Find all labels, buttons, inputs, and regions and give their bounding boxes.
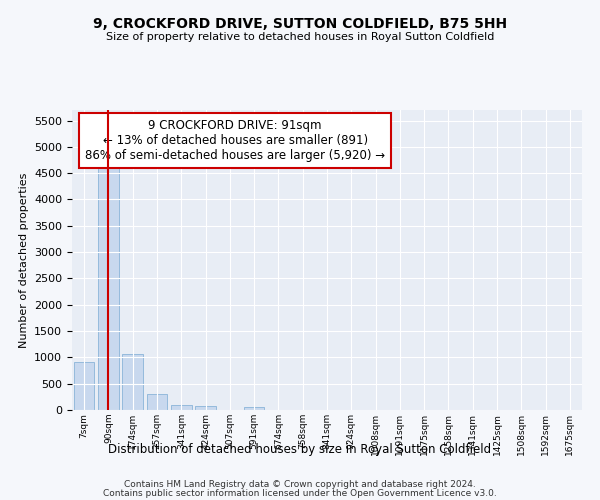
Bar [74,362,94,410]
Bar [146,394,167,410]
Bar [195,406,216,410]
Text: 9 CROCKFORD DRIVE: 91sqm
← 13% of detached houses are smaller (891)
86% of semi-: 9 CROCKFORD DRIVE: 91sqm ← 13% of detach… [85,119,385,162]
Bar [171,405,191,410]
Text: Size of property relative to detached houses in Royal Sutton Coldfield: Size of property relative to detached ho… [106,32,494,42]
Bar [122,354,143,410]
Text: Contains HM Land Registry data © Crown copyright and database right 2024.: Contains HM Land Registry data © Crown c… [124,480,476,489]
Text: 9, CROCKFORD DRIVE, SUTTON COLDFIELD, B75 5HH: 9, CROCKFORD DRIVE, SUTTON COLDFIELD, B7… [93,18,507,32]
Bar [244,406,265,410]
Text: Contains public sector information licensed under the Open Government Licence v3: Contains public sector information licen… [103,489,497,498]
Bar [98,168,119,410]
Text: Distribution of detached houses by size in Royal Sutton Coldfield: Distribution of detached houses by size … [109,442,491,456]
Y-axis label: Number of detached properties: Number of detached properties [19,172,29,348]
